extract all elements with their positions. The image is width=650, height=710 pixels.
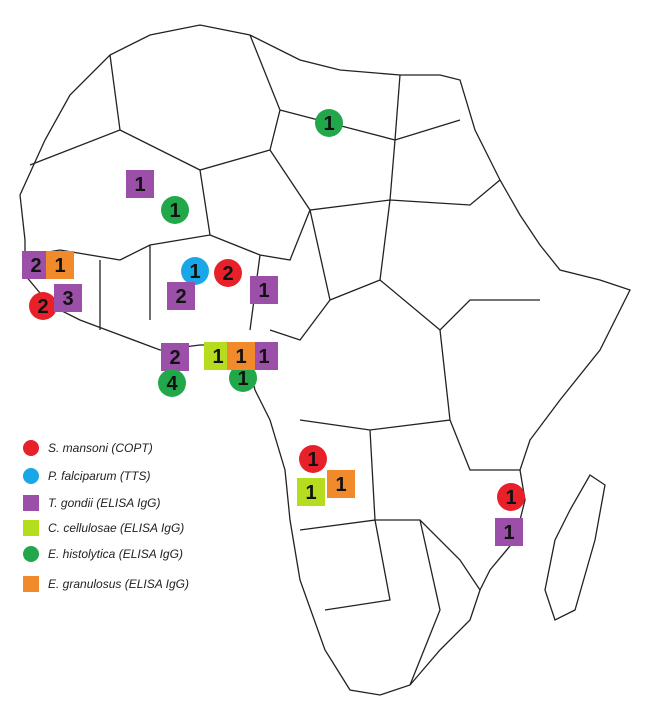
marker-count: 1 [505,487,516,509]
marker-count: 1 [212,346,223,368]
legend-swatch [23,576,39,592]
marker [229,364,257,392]
marker [497,483,525,511]
legend: S. mansoni (COPT) P. falciparum (TTS) T. g… [23,440,189,592]
marker [161,343,189,371]
marker [495,518,523,546]
marker-count: 1 [54,255,65,277]
legend-swatch [23,520,39,536]
legend-swatch [23,440,39,456]
legend-label: E. histolytica (ELISA IgG) [48,547,183,561]
legend-label: C. cellulosae (ELISA IgG) [48,521,184,535]
marker [167,282,195,310]
marker [315,109,343,137]
marker [299,445,327,473]
marker [214,259,242,287]
marker [22,251,50,279]
marker-count: 1 [258,280,269,302]
marker [158,369,186,397]
marker [327,470,355,498]
marker [29,292,57,320]
marker-count: 1 [258,346,269,368]
marker [46,251,74,279]
marker-count: 1 [189,261,200,283]
marker-count: 1 [323,113,334,135]
marker-count: 1 [235,346,246,368]
legend-label: S. mansoni (COPT) [48,441,153,455]
marker-count: 2 [175,286,186,308]
marker [54,284,82,312]
marker [181,257,209,285]
marker-count: 2 [37,296,48,318]
legend-swatch [23,495,39,511]
marker [250,276,278,304]
marker-count: 1 [307,449,318,471]
marker-count: 3 [62,288,73,310]
legend-label: P. falciparum (TTS) [48,469,150,483]
legend-label: E. granulosus (ELISA IgG) [48,577,189,591]
marker-count: 2 [30,255,41,277]
legend-swatch [23,546,39,562]
marker-count: 2 [222,263,233,285]
legend-label: T. gondii (ELISA IgG) [48,496,161,510]
marker-count: 1 [335,474,346,496]
marker [161,196,189,224]
marker [227,342,255,370]
marker [126,170,154,198]
marker [297,478,325,506]
marker-count: 1 [134,174,145,196]
legend-swatch [23,468,39,484]
marker-count: 1 [305,482,316,504]
marker-count: 1 [169,200,180,222]
marker-count: 2 [169,347,180,369]
marker-count: 1 [237,368,248,390]
marker-count: 4 [166,373,178,395]
marker-count: 1 [503,522,514,544]
